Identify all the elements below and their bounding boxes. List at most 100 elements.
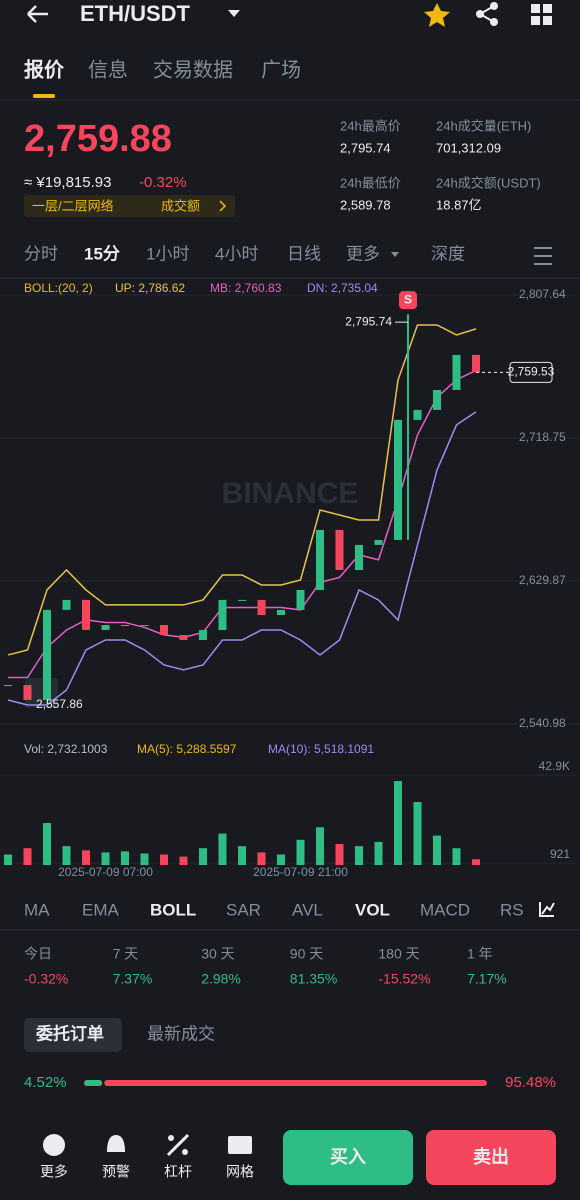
signal-badge: [399, 291, 417, 310]
candle: [413, 409, 422, 420]
price-change: -0.32%: [139, 174, 187, 191]
volume-bar: [433, 835, 441, 865]
sell-ratio: 95.48%: [505, 1074, 556, 1091]
period-change: -0.32%: [24, 971, 68, 987]
candle: [277, 609, 285, 616]
stat-label: 24h成交量(ETH): [436, 118, 531, 133]
interval-tab[interactable]: 更多: [346, 244, 380, 263]
y-tick-label: 2,718.75: [519, 430, 566, 444]
candle: [62, 599, 71, 610]
sell-label[interactable]: 卖出: [473, 1146, 509, 1167]
sell-button[interactable]: [426, 1130, 556, 1185]
interval-tab[interactable]: 4小时: [215, 244, 258, 263]
volume-bar: [62, 846, 71, 865]
legend-item: DN: 2,735.04: [307, 281, 378, 295]
indicator-tab[interactable]: AVL: [292, 900, 323, 919]
indicator-tab[interactable]: MA: [24, 900, 50, 919]
candle: [452, 354, 461, 390]
indicator-tab[interactable]: SAR: [226, 900, 261, 919]
x-tick-label: 2025-07-09 07:00: [58, 865, 153, 879]
order-tab[interactable]: 委托订单: [35, 1023, 104, 1043]
candle: [43, 609, 51, 700]
candle: [374, 539, 383, 545]
interval-tab[interactable]: 日线: [287, 244, 321, 263]
volume-bar: [316, 827, 324, 865]
volume-bar: [199, 848, 207, 865]
share-icon[interactable]: [476, 2, 498, 26]
low-label: 2,557.86: [36, 697, 83, 711]
legend-item: BOLL:(20, 2): [24, 281, 93, 295]
star-icon[interactable]: [424, 3, 450, 27]
nav-label[interactable]: 更多: [40, 1164, 68, 1180]
nav-label[interactable]: 杠杆: [164, 1164, 192, 1180]
nav-label[interactable]: 预警: [102, 1164, 130, 1180]
chevron: [219, 200, 227, 212]
legend-item: MA(10): 5,518.1091: [268, 742, 374, 756]
tab[interactable]: 信息: [88, 58, 128, 81]
indicator-tab[interactable]: RSI: [500, 900, 528, 919]
candle: [257, 599, 266, 616]
stat-label: 24h最低价: [340, 175, 401, 190]
indicator-tab[interactable]: EMA: [82, 900, 120, 919]
stat-value: 18.87亿: [436, 197, 482, 212]
interval-tab[interactable]: 1小时: [146, 244, 189, 263]
volume-bar: [160, 854, 168, 865]
tab[interactable]: 交易数据: [153, 58, 233, 81]
tag[interactable]: 一层/二层网络: [32, 198, 114, 213]
candle: [140, 625, 149, 627]
tab[interactable]: 报价: [24, 57, 65, 81]
period-change: 2.98%: [201, 971, 241, 987]
candle: [433, 389, 441, 410]
interval-tab[interactable]: 深度: [431, 244, 465, 263]
volume-bar: [238, 846, 246, 865]
candle: [101, 625, 110, 631]
legend-item: Vol: 2,732.1003: [24, 742, 108, 756]
sell-bar: [104, 1080, 487, 1086]
period-change: 7.17%: [467, 971, 507, 987]
indicator-tab[interactable]: MACD: [420, 900, 470, 919]
volume-bar: [101, 852, 110, 865]
period-label: 1 年: [467, 946, 493, 962]
buy-button[interactable]: [283, 1130, 413, 1185]
tab[interactable]: 广场: [261, 58, 301, 81]
tag-link[interactable]: 成交额: [161, 198, 200, 213]
candle: [179, 635, 188, 640]
candle: [121, 625, 129, 627]
buy-label[interactable]: 买入: [330, 1147, 366, 1167]
band-lower: [7, 411, 477, 706]
legend-item: UP: 2,786.62: [115, 281, 185, 295]
indicator-tab[interactable]: BOLL: [150, 900, 196, 919]
grid-icon[interactable]: [531, 4, 552, 25]
tag-box[interactable]: [24, 195, 235, 217]
nav-label[interactable]: 网格: [226, 1164, 254, 1180]
period-label: 90 天: [290, 946, 323, 962]
volume-bar: [296, 839, 305, 865]
buy-ratio: 4.52%: [24, 1074, 67, 1091]
settings-icon[interactable]: [534, 247, 552, 265]
candle: [394, 419, 402, 540]
dropdown-icon[interactable]: [228, 10, 240, 17]
stat-value: 701,312.09: [436, 140, 501, 155]
volume-bar: [23, 848, 32, 865]
draw-icon[interactable]: [539, 902, 555, 917]
candle: [238, 599, 246, 601]
dropdown-icon[interactable]: [391, 252, 399, 257]
back-icon[interactable]: [27, 5, 48, 23]
candle: [472, 354, 480, 373]
volume-bar: [179, 856, 188, 865]
indicator-tab[interactable]: VOL: [355, 900, 390, 919]
period-label: 30 天: [201, 946, 234, 962]
interval-tab[interactable]: 15分: [84, 244, 120, 263]
stat-label: 24h成交额(USDT): [436, 175, 541, 190]
volume-bar: [355, 846, 363, 865]
last-box: [509, 361, 553, 383]
tab-box[interactable]: [24, 1018, 122, 1052]
candle: [335, 529, 344, 571]
order-tab[interactable]: 最新成交: [147, 1024, 215, 1043]
candle: [4, 685, 12, 687]
period-label: 180 天: [378, 946, 419, 962]
candle: [296, 589, 305, 610]
volume-bar: [4, 854, 12, 865]
y-tick-label: 42.9K: [539, 759, 570, 773]
interval-tab[interactable]: 分时: [24, 244, 58, 263]
